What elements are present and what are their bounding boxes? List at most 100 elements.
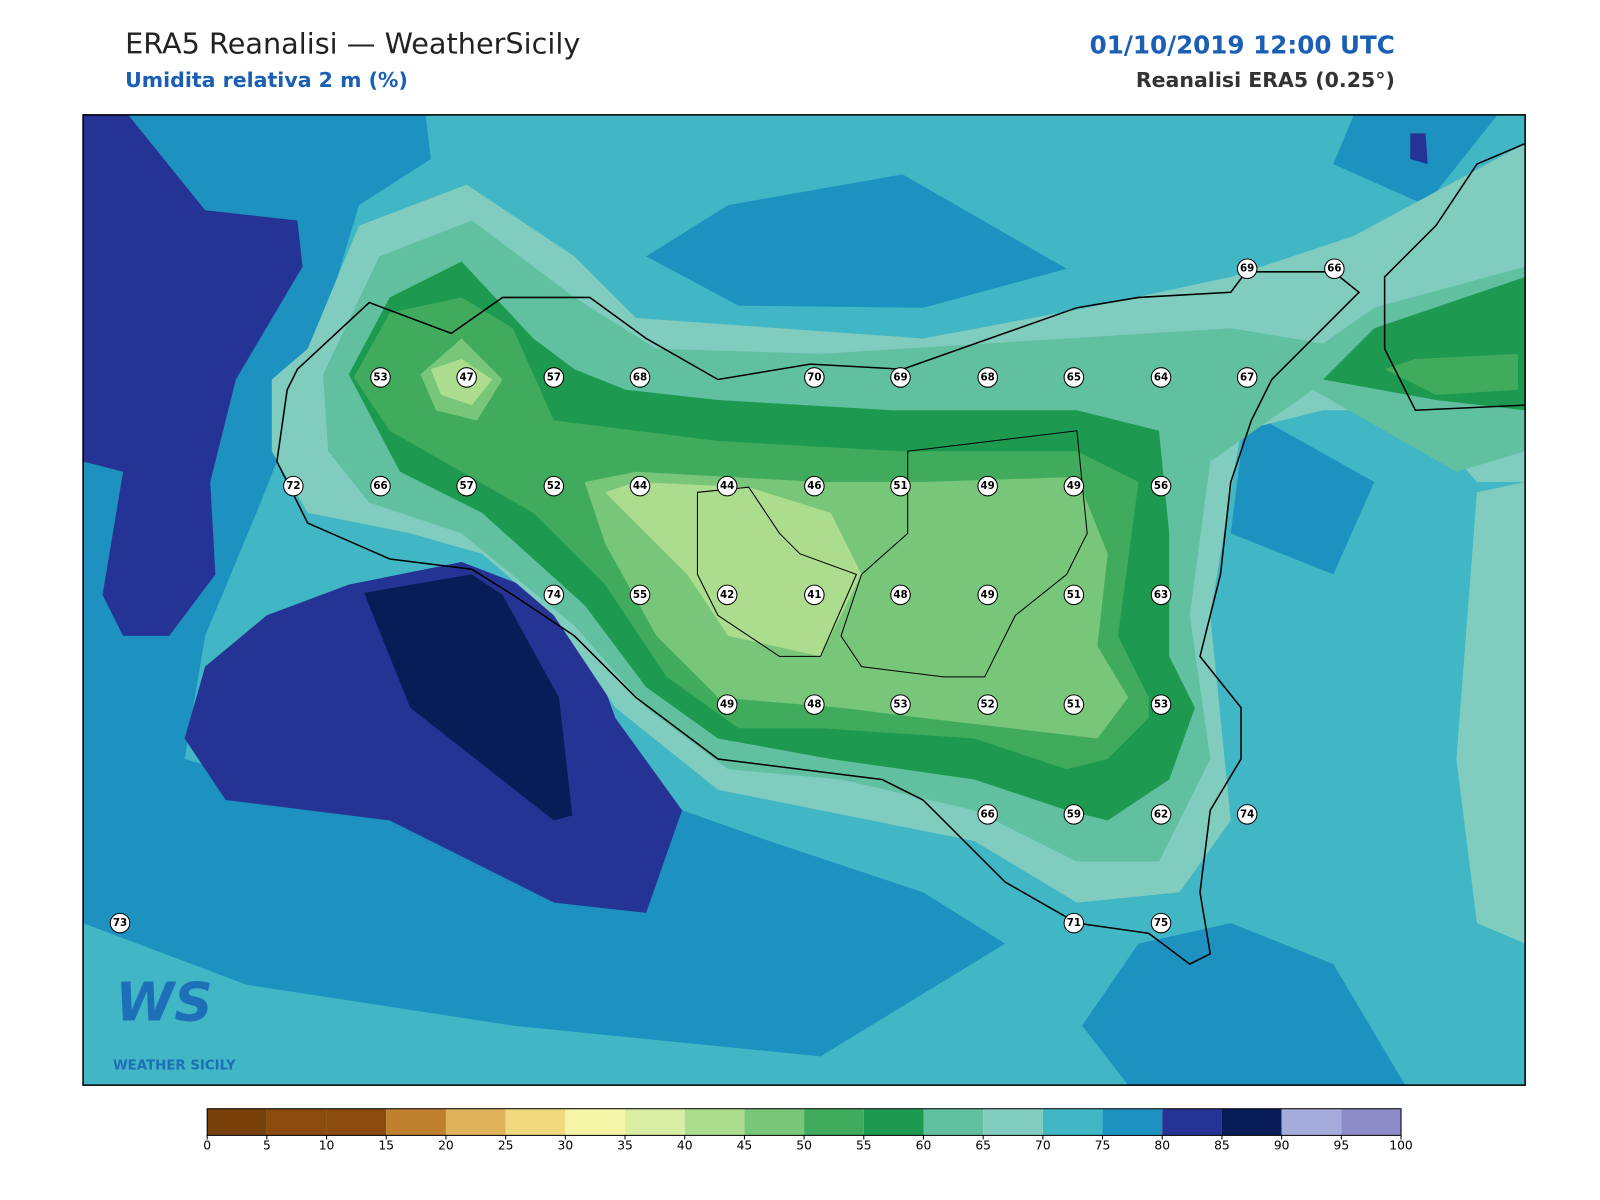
map-frame: [82, 114, 1526, 1086]
station-value: 51: [893, 480, 907, 492]
colorbar-tick-label: 50: [796, 1138, 812, 1152]
station-marker: [716, 694, 738, 715]
station-value: 56: [1154, 480, 1168, 492]
station-marker: [977, 804, 998, 825]
station-value: 46: [807, 480, 821, 492]
station-marker: [804, 584, 825, 606]
station-value: 52: [547, 480, 561, 492]
station-value: 48: [807, 699, 821, 711]
colorbar-tick-label: 20: [438, 1138, 454, 1152]
colorbar-bin: [804, 1108, 864, 1136]
colorbar-tick-label: 55: [856, 1138, 872, 1152]
field-band: [184, 562, 683, 913]
colorbar-tick-label: 40: [677, 1138, 693, 1152]
colorbar-tick-label: 80: [1154, 1138, 1170, 1152]
station-marker: [1236, 804, 1258, 825]
title: ERA5 Reanalisi — WeatherSicily: [125, 26, 580, 60]
colorbar-tick-label: 30: [558, 1138, 574, 1152]
colorbar-bin: [266, 1108, 327, 1136]
station-marker: [1236, 258, 1258, 279]
station-marker: [804, 694, 825, 715]
colorbar-tick-label: 35: [617, 1138, 633, 1152]
colorbar-bin: [207, 1108, 267, 1136]
station-value: 73: [113, 917, 127, 929]
station-marker: [977, 584, 998, 606]
station-value: 69: [893, 371, 907, 383]
station-value: 62: [1154, 808, 1168, 820]
station-value: 64: [1154, 371, 1168, 383]
colorbar-tick-label: 95: [1334, 1138, 1350, 1152]
station-marker: [283, 475, 304, 497]
stations: 53 47 57 68 70 69 68 65 64 67 69 66 72 66 57 52 44 44 46 51…: [109, 258, 1345, 934]
station-marker: [1063, 475, 1085, 497]
field-band: [1410, 133, 1428, 165]
station-value: 75: [1154, 917, 1168, 929]
station-value: 69: [1240, 263, 1254, 275]
station-value: 41: [807, 589, 821, 601]
station-marker: [1063, 694, 1085, 715]
colorbar-bin: [1341, 1108, 1402, 1136]
station-marker: [977, 694, 998, 715]
field-band: [646, 174, 1067, 308]
station-value: 70: [807, 371, 821, 383]
station-value: 44: [720, 480, 734, 492]
station-marker: [804, 475, 825, 497]
colorbar-tick-label: 100: [1389, 1138, 1412, 1152]
station-marker: [890, 584, 911, 606]
station-value: 72: [286, 480, 300, 492]
colorbar-tick-label: 75: [1095, 1138, 1111, 1152]
station-value: 57: [460, 480, 474, 492]
station-value: 74: [547, 589, 561, 601]
station-value: 66: [1327, 263, 1341, 275]
station-marker: [629, 475, 651, 497]
station-value: 53: [893, 699, 907, 711]
station-marker: [1150, 912, 1172, 934]
field-band: [83, 758, 1006, 1057]
field-band: [83, 114, 303, 636]
colorbar-bin: [565, 1108, 626, 1136]
colorbar-tick-label: 0: [203, 1138, 211, 1152]
colorbar-tick-label: 10: [319, 1138, 335, 1152]
station-marker: [890, 694, 911, 715]
station-value: 55: [633, 589, 647, 601]
station-marker: [890, 475, 911, 497]
colorbar-tick-label: 25: [498, 1138, 514, 1152]
station-value: 71: [1067, 917, 1081, 929]
station-value: 49: [981, 480, 995, 492]
station-marker: [629, 584, 651, 606]
colorbar-bin: [863, 1108, 924, 1136]
station-value: 59: [1067, 808, 1081, 820]
station-value: 66: [981, 808, 995, 820]
station-marker: [543, 475, 565, 497]
station-value: 74: [1240, 808, 1254, 820]
station-value: 51: [1067, 589, 1081, 601]
station-marker: [804, 367, 825, 388]
station-marker: [716, 475, 738, 497]
subtitle: Umidita relativa 2 m (%): [125, 68, 408, 92]
coastline: [276, 271, 1361, 966]
station-marker: [1150, 804, 1172, 825]
station-value: 49: [981, 589, 995, 601]
station-value: 57: [547, 371, 561, 383]
colorbar-tick-label: 15: [378, 1138, 394, 1152]
station-value: 44: [633, 480, 647, 492]
colorbar-bin: [1102, 1108, 1163, 1136]
station-marker: [1150, 475, 1172, 497]
station-marker: [370, 475, 391, 497]
field-band: [1384, 353, 1518, 395]
station-marker: [1150, 367, 1172, 388]
station-value: 68: [633, 371, 647, 383]
colorbar-bin: [1162, 1108, 1222, 1136]
colorbar-tick-label: 90: [1274, 1138, 1290, 1152]
field-band: [1456, 482, 1526, 944]
colorbar-bin: [744, 1108, 805, 1136]
station-value: 49: [1067, 480, 1081, 492]
station-value: 52: [981, 699, 995, 711]
colorbar-bin: [625, 1108, 685, 1136]
station-value: 48: [893, 589, 907, 601]
station-marker: [543, 584, 565, 606]
station-marker: [629, 367, 651, 388]
colorbar-tick-label: 85: [1214, 1138, 1230, 1152]
humidity-field: [83, 114, 1526, 1086]
